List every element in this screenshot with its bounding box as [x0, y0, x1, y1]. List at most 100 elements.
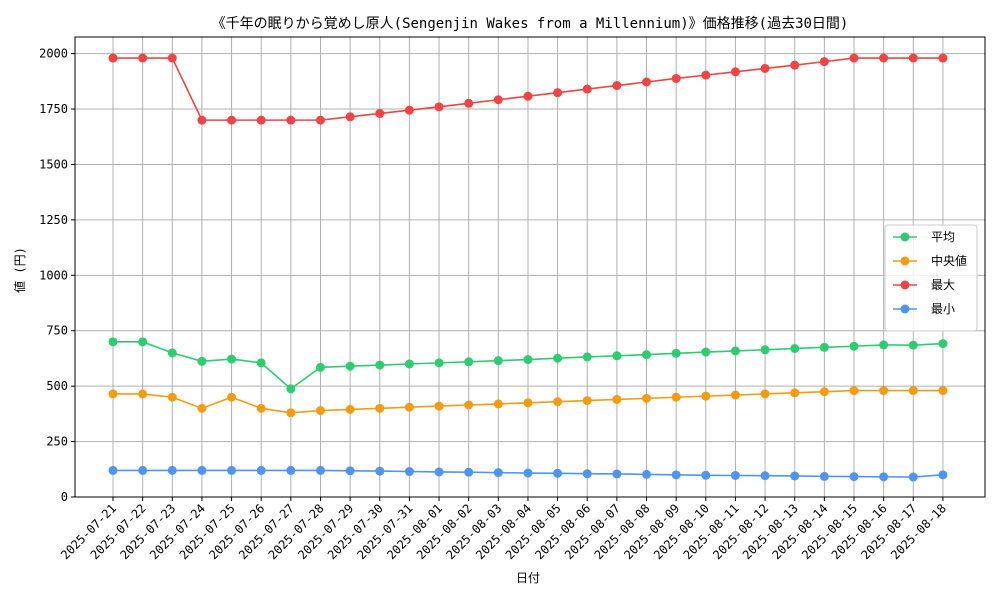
data-point — [671, 470, 681, 480]
data-point — [671, 73, 681, 83]
legend-swatch-marker — [900, 256, 910, 266]
data-point — [819, 387, 829, 397]
data-point — [701, 70, 711, 80]
data-point — [404, 467, 414, 477]
legend-swatch-marker — [900, 304, 910, 314]
data-point — [197, 465, 207, 475]
x-axis-label: 日付 — [516, 571, 540, 585]
data-point — [849, 341, 859, 351]
data-point — [256, 115, 266, 125]
data-point — [908, 340, 918, 350]
data-point — [108, 465, 118, 475]
data-point — [256, 358, 266, 368]
data-point — [404, 359, 414, 369]
data-point — [404, 402, 414, 412]
data-point — [375, 466, 385, 476]
data-point — [375, 403, 385, 413]
data-point — [849, 472, 859, 482]
data-point — [167, 392, 177, 402]
data-point — [938, 470, 948, 480]
data-point — [227, 465, 237, 475]
chart-title: 《千年の眠りから覚めし原人(Sengenjin Wakes from a Mil… — [212, 16, 849, 32]
data-point — [167, 348, 177, 358]
data-point — [375, 360, 385, 370]
data-point — [493, 468, 503, 478]
y-tick-label: 1500 — [39, 157, 68, 171]
data-point — [908, 386, 918, 396]
data-point — [582, 352, 592, 362]
data-point — [790, 471, 800, 481]
data-point — [493, 95, 503, 105]
data-point — [879, 386, 889, 396]
data-point — [138, 389, 148, 399]
data-point — [464, 98, 474, 108]
data-point — [642, 77, 652, 87]
data-point — [315, 115, 325, 125]
data-point — [642, 469, 652, 479]
data-point — [790, 60, 800, 70]
data-point — [819, 471, 829, 481]
data-point — [167, 53, 177, 63]
data-point — [227, 354, 237, 364]
y-axis-label: 値 (円) — [12, 247, 27, 293]
data-point — [908, 472, 918, 482]
data-point — [730, 346, 740, 356]
data-point — [345, 361, 355, 371]
data-point — [197, 356, 207, 366]
data-point — [553, 88, 563, 98]
data-point — [286, 384, 296, 394]
data-point — [760, 63, 770, 73]
data-point — [464, 467, 474, 477]
data-point — [760, 471, 770, 481]
data-point — [612, 81, 622, 91]
y-tick-label: 500 — [46, 379, 68, 393]
data-point — [730, 67, 740, 77]
data-point — [227, 115, 237, 125]
data-point — [523, 398, 533, 408]
data-point — [819, 342, 829, 352]
data-point — [879, 472, 889, 482]
data-point — [256, 465, 266, 475]
data-point — [612, 351, 622, 361]
data-point — [108, 337, 118, 347]
data-point — [464, 357, 474, 367]
data-point — [286, 465, 296, 475]
data-point — [671, 348, 681, 358]
data-point — [167, 465, 177, 475]
data-point — [553, 353, 563, 363]
y-tick-label: 2000 — [39, 47, 68, 61]
y-tick-label: 1250 — [39, 213, 68, 227]
legend-label: 最大 — [931, 278, 955, 292]
axis-layer: 2025-07-212025-07-222025-07-232025-07-24… — [39, 36, 986, 562]
data-point — [434, 358, 444, 368]
data-point — [434, 102, 444, 112]
data-point — [493, 399, 503, 409]
data-point — [938, 386, 948, 396]
data-point — [582, 469, 592, 479]
data-point — [849, 386, 859, 396]
data-point — [612, 394, 622, 404]
data-point — [701, 470, 711, 480]
data-point — [523, 468, 533, 478]
legend-label: 平均 — [931, 230, 955, 244]
data-point — [642, 350, 652, 360]
data-point — [493, 356, 503, 366]
data-point — [286, 408, 296, 418]
y-tick-label: 1000 — [39, 268, 68, 282]
plot-frame — [74, 36, 986, 498]
y-tick-label: 0 — [61, 490, 68, 504]
data-point — [434, 467, 444, 477]
data-point — [464, 400, 474, 410]
data-point — [138, 465, 148, 475]
data-point — [315, 465, 325, 475]
series-layer — [108, 53, 948, 482]
data-point — [197, 115, 207, 125]
data-point — [642, 393, 652, 403]
data-point — [938, 53, 948, 63]
data-point — [553, 397, 563, 407]
data-point — [849, 53, 859, 63]
data-point — [701, 347, 711, 357]
data-point — [553, 468, 563, 478]
